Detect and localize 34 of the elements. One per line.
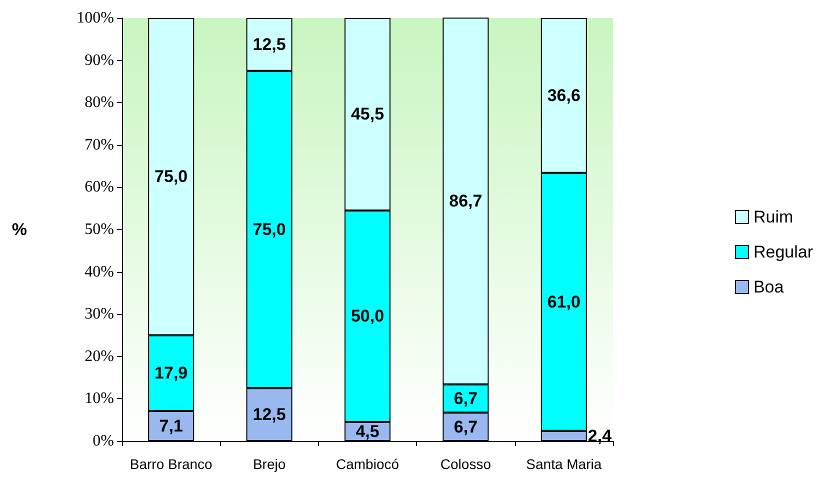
y-tick-label: 70% (84, 136, 114, 154)
y-tick-label: 20% (84, 348, 114, 365)
data-label: 75,0 (252, 220, 286, 239)
data-label: 7,1 (159, 416, 183, 436)
x-tick-label: Santa Maria (526, 456, 602, 472)
data-label: 50,0 (350, 306, 384, 326)
data-label: 75,0 (154, 167, 188, 186)
data-label: 6,7 (454, 388, 478, 408)
y-tick-label: 50% (84, 221, 114, 238)
data-label: 12,5 (252, 34, 286, 54)
data-label: 36,6 (547, 86, 580, 105)
data-label: 6,7 (454, 417, 478, 436)
data-label: 12,5 (252, 405, 286, 424)
y-tick-label: 80% (84, 94, 114, 112)
data-label: 61,0 (547, 292, 580, 312)
legend-label: Ruim (753, 208, 794, 226)
y-tick-label: 60% (84, 178, 114, 196)
data-label: 17,9 (154, 364, 188, 383)
x-tick-label: Colosso (440, 456, 492, 472)
y-tick-label: 90% (84, 52, 114, 69)
x-tick-label: Cambiocó (336, 456, 400, 472)
y-tick-label: 0% (92, 432, 114, 450)
data-label: 86,7 (449, 191, 482, 210)
legend-label: Regular (753, 242, 814, 262)
y-tick-label: 40% (84, 263, 114, 280)
x-tick-label: Brejo (252, 456, 286, 472)
x-tick-label: Barro Branco (130, 456, 213, 472)
y-tick-label: 30% (84, 306, 114, 323)
y-tick-label: 100% (76, 10, 114, 26)
data-label: 4,5 (356, 422, 380, 441)
y-axis-title: % (12, 220, 27, 239)
y-tick-label: 10% (84, 390, 114, 408)
legend-label: Boa (753, 278, 784, 296)
data-label: 45,5 (350, 104, 384, 124)
